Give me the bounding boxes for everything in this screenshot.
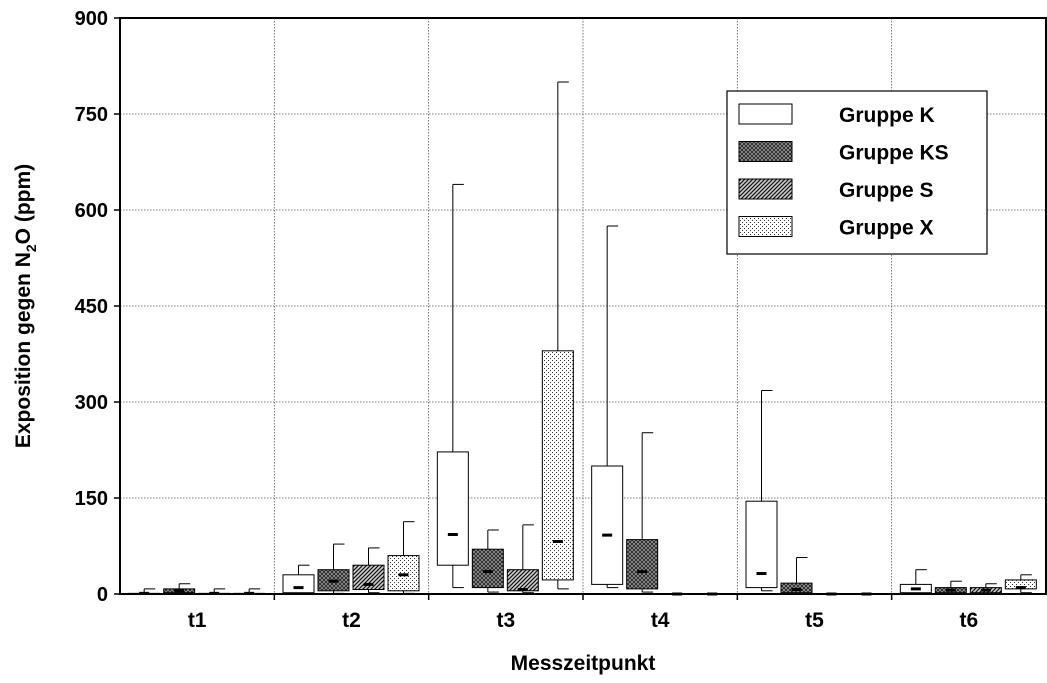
box-t1 bbox=[163, 583, 196, 595]
median-marker bbox=[447, 532, 458, 536]
box-t2 bbox=[387, 521, 420, 594]
box-t5 bbox=[745, 389, 778, 592]
median-marker bbox=[756, 572, 767, 576]
box-t2 bbox=[317, 543, 350, 594]
median-marker bbox=[517, 588, 528, 592]
box-iqr bbox=[780, 582, 813, 594]
box-iqr bbox=[436, 451, 469, 566]
y-tick-label: 450 bbox=[75, 296, 108, 318]
box-t3 bbox=[436, 183, 469, 589]
y-axis-ticks: 0 150 300 450 600 750 900 bbox=[75, 8, 120, 606]
box-iqr bbox=[541, 350, 574, 581]
legend-swatch bbox=[738, 141, 793, 162]
box-t5 bbox=[780, 557, 813, 594]
box-t2 bbox=[352, 547, 385, 594]
y-tick-label: 300 bbox=[75, 392, 108, 414]
legend-item: Gruppe X bbox=[738, 216, 934, 240]
median-marker bbox=[602, 533, 613, 537]
y-tick-label: 150 bbox=[75, 488, 108, 510]
x-tick-label: t6 bbox=[959, 609, 978, 632]
legend-label: Gruppe KS bbox=[839, 142, 949, 165]
box-t6 bbox=[934, 580, 967, 595]
y-tick-label: 600 bbox=[75, 200, 108, 222]
y-axis-title-subscript: 2 bbox=[23, 244, 39, 252]
x-tick-label: t2 bbox=[342, 609, 361, 632]
x-axis-title: Messzeitpunkt bbox=[511, 652, 656, 675]
median-marker bbox=[174, 589, 185, 593]
box-t6 bbox=[899, 569, 932, 594]
box-iqr bbox=[387, 555, 420, 592]
box-iqr bbox=[626, 539, 659, 590]
y-tick-label: 900 bbox=[75, 8, 108, 30]
series-gruppe-x bbox=[233, 81, 1037, 596]
legend-item: Gruppe KS bbox=[738, 141, 949, 165]
median-marker bbox=[398, 573, 409, 577]
box-plot-series bbox=[128, 81, 1037, 596]
box-iqr bbox=[282, 574, 315, 594]
legend-swatch bbox=[738, 103, 793, 125]
legend-label: Gruppe S bbox=[839, 179, 934, 202]
box-t3 bbox=[471, 529, 504, 593]
box-iqr bbox=[591, 465, 624, 585]
grid-lines bbox=[120, 18, 1046, 594]
median-marker bbox=[1015, 586, 1026, 590]
box-t3 bbox=[541, 81, 574, 590]
legend-swatch bbox=[738, 216, 793, 237]
box-t4 bbox=[626, 432, 659, 593]
y-tick-label: 0 bbox=[97, 584, 108, 606]
box-t6 bbox=[1004, 574, 1037, 594]
median-marker bbox=[791, 588, 802, 592]
y-axis-title-main: Exposition gegen N bbox=[12, 252, 35, 448]
y-axis-title: Exposition gegen N2O (ppm) bbox=[12, 164, 39, 448]
x-tick-label: t1 bbox=[188, 609, 207, 632]
legend-item: Gruppe K bbox=[738, 103, 935, 127]
legend-swatch bbox=[738, 178, 793, 200]
series-gruppe-k bbox=[128, 183, 932, 595]
box-t3 bbox=[506, 524, 539, 594]
legend: Gruppe K Gruppe KS Gruppe S Gruppe X bbox=[726, 90, 988, 255]
x-tick-label: t4 bbox=[651, 609, 670, 632]
box-t4 bbox=[591, 225, 624, 589]
legend-item: Gruppe S bbox=[738, 178, 934, 202]
box-t2 bbox=[282, 564, 315, 594]
median-marker bbox=[363, 582, 374, 586]
median-marker bbox=[328, 579, 339, 583]
median-marker bbox=[637, 570, 648, 574]
x-tick-label: t3 bbox=[496, 609, 515, 632]
box-iqr bbox=[506, 569, 539, 592]
median-marker bbox=[552, 540, 563, 544]
median-marker bbox=[293, 586, 304, 590]
box-iqr bbox=[352, 564, 385, 591]
legend-label: Gruppe K bbox=[839, 104, 935, 127]
x-tick-label: t5 bbox=[805, 609, 824, 632]
box-t6 bbox=[969, 583, 1002, 595]
series-gruppe-ks bbox=[163, 432, 967, 595]
box-iqr bbox=[471, 548, 504, 589]
x-axis-ticks: t1 t2 t3 t4 t5 t6 bbox=[188, 594, 978, 632]
median-marker bbox=[482, 570, 493, 574]
y-tick-label: 750 bbox=[75, 104, 108, 126]
median-marker bbox=[945, 588, 956, 592]
y-axis-title-suffix: O (ppm) bbox=[12, 164, 35, 244]
median-marker bbox=[980, 588, 991, 592]
median-marker bbox=[910, 587, 921, 591]
legend-label: Gruppe X bbox=[839, 217, 934, 240]
